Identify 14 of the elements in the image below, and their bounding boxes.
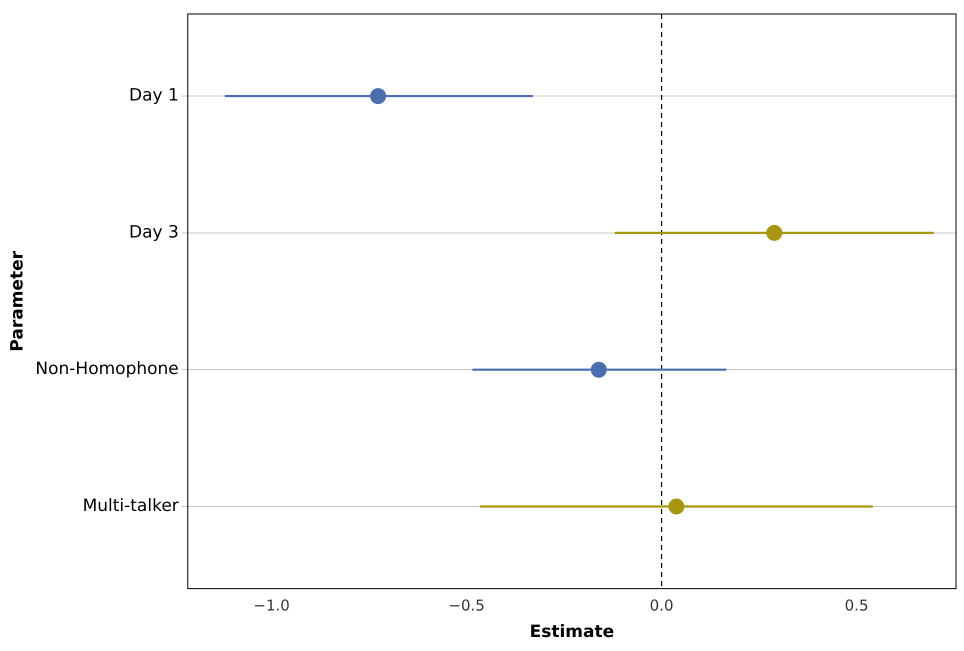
x-tick-label: 0.0 — [650, 596, 674, 614]
y-tick-label: Multi-talker — [82, 496, 179, 516]
y-axis-title: Parameter — [8, 250, 28, 352]
y-tick-label: Day 1 — [128, 86, 179, 106]
x-tick-label: 0.5 — [844, 596, 868, 614]
point — [370, 88, 386, 104]
x-tick-label: −0.5 — [448, 596, 485, 614]
point — [668, 498, 684, 515]
x-tick-label: −1.0 — [253, 596, 290, 614]
y-tick-label: Day 3 — [128, 222, 179, 242]
point — [766, 224, 782, 241]
x-axis-title: Estimate — [530, 622, 614, 642]
y-tick-label: Non-Homophone — [35, 359, 179, 380]
point — [590, 362, 607, 378]
